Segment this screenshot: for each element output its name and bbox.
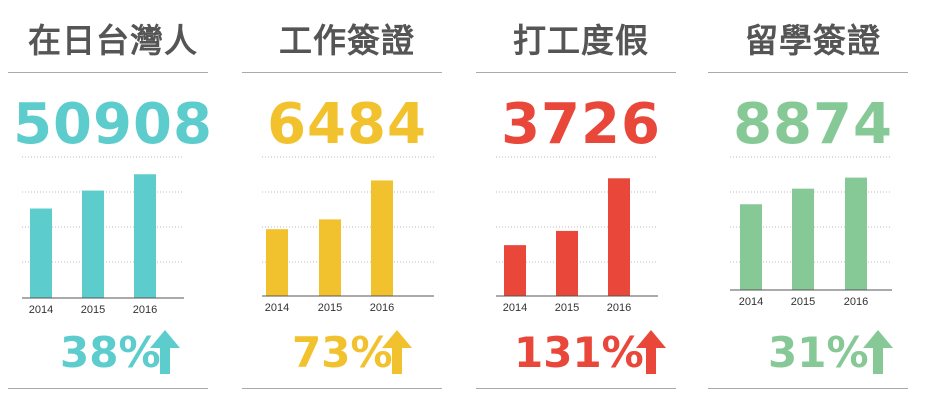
x-tick-label: 2016 [133, 304, 157, 316]
bar-2016 [845, 177, 867, 290]
x-tick-label: 2015 [555, 302, 579, 314]
bar-2015 [319, 219, 341, 296]
x-tick-label: 2014 [265, 302, 289, 314]
bar-2016 [371, 180, 393, 296]
bar-chart: 2014 2015 2016 [730, 156, 892, 308]
growth-percent: 131% [514, 328, 644, 377]
bottom-divider [8, 388, 208, 389]
total-count: 3726 [501, 92, 661, 157]
up-arrow-icon [636, 330, 666, 374]
bottom-divider [242, 388, 442, 389]
panel-title: 在日台灣人 [28, 21, 198, 60]
bar-2014 [266, 229, 288, 296]
title-divider [8, 72, 208, 73]
growth-percent: 31% [768, 328, 869, 377]
panel-student-visa: 留學簽證 8874 2014 2015 2016 31% [700, 0, 926, 409]
panel-working-holiday: 打工度假 3726 2014 2015 2016 131% [468, 0, 694, 409]
x-tick-label: 2015 [791, 296, 815, 308]
panel-title: 工作簽證 [279, 21, 415, 60]
panel-taiwanese-residents: 在日台灣人 50908 2014 2015 2016 38% [0, 0, 226, 409]
bar-2015 [792, 188, 814, 290]
bar-2014 [740, 204, 762, 290]
up-arrow-icon [863, 330, 893, 374]
bottom-divider [708, 388, 908, 389]
growth-percent: 73% [292, 328, 393, 377]
panel-title: 留學簽證 [745, 21, 881, 60]
up-arrow-icon [150, 330, 180, 374]
title-divider [708, 72, 908, 73]
bar-chart: 2014 2015 2016 [496, 156, 658, 314]
bar-chart: 2014 2015 2016 [22, 156, 184, 316]
x-tick-label: 2014 [739, 296, 763, 308]
x-tick-label: 2016 [844, 296, 868, 308]
bar-2014 [504, 245, 526, 296]
x-tick-label: 2014 [29, 304, 53, 316]
title-divider [476, 72, 676, 73]
bar-chart: 2014 2015 2016 [262, 156, 434, 314]
x-tick-label: 2015 [81, 304, 105, 316]
bottom-divider [476, 388, 676, 389]
up-arrow-icon [382, 330, 412, 374]
total-count: 50908 [13, 92, 213, 157]
x-tick-label: 2016 [607, 302, 631, 314]
bar-2016 [134, 174, 156, 298]
title-divider [242, 72, 442, 73]
bar-2014 [30, 208, 52, 298]
panel-work-visa: 工作簽證 6484 2014 2015 2016 73% [234, 0, 460, 409]
total-count: 6484 [267, 92, 427, 157]
growth-percent: 38% [60, 328, 161, 377]
bar-2016 [608, 178, 630, 296]
x-tick-label: 2015 [318, 302, 342, 314]
bar-2015 [556, 230, 578, 296]
x-tick-label: 2014 [503, 302, 527, 314]
total-count: 8874 [733, 92, 893, 157]
bar-2015 [82, 190, 104, 298]
x-tick-label: 2016 [370, 302, 394, 314]
panel-title: 打工度假 [513, 21, 649, 60]
